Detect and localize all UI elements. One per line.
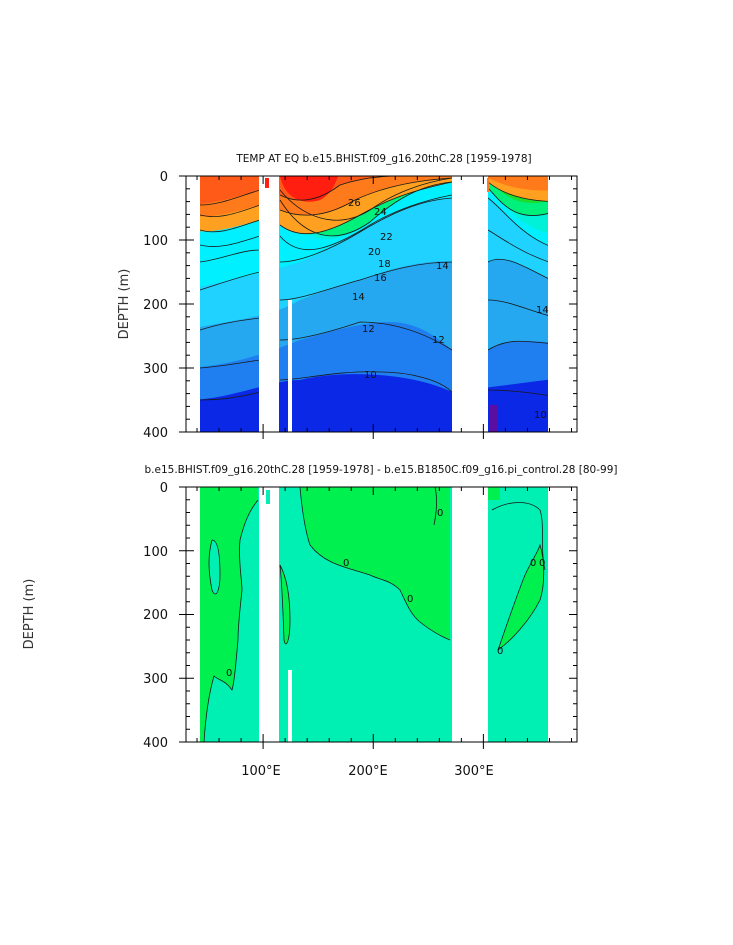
temp-contour-line bbox=[279, 194, 453, 251]
bottom-panel-title: b.e15.BHIST.f09_g16.20thC.28 [1959-1978]… bbox=[145, 464, 618, 476]
temp-contour-line bbox=[199, 249, 261, 263]
positive-region bbox=[280, 487, 450, 640]
contour-label: 0 bbox=[539, 558, 545, 569]
temp-contour-line bbox=[279, 321, 453, 351]
temp-contour-line bbox=[279, 181, 453, 237]
temp-contour-labels: 26 24 22 20 18 16 14 14 14 12 12 10 10 bbox=[348, 198, 549, 421]
temp-contour-line bbox=[199, 391, 261, 401]
bottom-ytick-label: 200 bbox=[143, 608, 168, 623]
temperature-contour-field: 26 24 22 20 18 16 14 14 14 12 12 10 10 bbox=[186, 176, 577, 432]
zero-contour-line bbox=[279, 564, 291, 645]
top-ytick-label: 200 bbox=[143, 298, 168, 313]
contour-label: 22 bbox=[380, 232, 393, 243]
negative-region bbox=[209, 540, 220, 595]
contour-label: 14 bbox=[352, 292, 365, 303]
top-ytick-label: 300 bbox=[143, 362, 168, 377]
bottom-land-gap-1 bbox=[259, 487, 279, 742]
temp-contour-line bbox=[199, 359, 261, 369]
top-panel-title: TEMP AT EQ b.e15.BHIST.f09_g16.20thC.28 … bbox=[235, 153, 531, 165]
contour-label: 12 bbox=[432, 335, 445, 346]
temp-contour-line bbox=[279, 371, 453, 393]
temp-contour-line bbox=[199, 189, 261, 206]
xtick-label: 200°E bbox=[348, 764, 388, 779]
diff-contour-labels: 0 0 0 0 0 0 0 bbox=[226, 508, 545, 679]
bottom-ytick-label: 0 bbox=[160, 481, 168, 496]
temp-contour-line bbox=[279, 176, 401, 201]
zero-contour-line bbox=[433, 487, 437, 526]
contour-label: 26 bbox=[348, 198, 361, 209]
difference-contour-field: 0 0 0 0 0 0 0 bbox=[186, 487, 577, 742]
contour-label: 14 bbox=[436, 261, 449, 272]
bottom-ylabel: DEPTH (m) bbox=[22, 579, 37, 650]
top-purple-fragment bbox=[490, 405, 498, 432]
temp-contour-line bbox=[199, 204, 261, 217]
temperature-panel: TEMP AT EQ b.e15.BHIST.f09_g16.20thC.28 … bbox=[117, 153, 578, 441]
zero-contour-line bbox=[299, 487, 451, 641]
top-ylabel: DEPTH (m) bbox=[117, 269, 132, 340]
temp-contour-line bbox=[199, 271, 261, 291]
bottom-ytick-label: 300 bbox=[143, 672, 168, 687]
contour-label: 18 bbox=[378, 259, 391, 270]
contour-label: 14 bbox=[536, 305, 549, 316]
contour-label: 0 bbox=[343, 558, 349, 569]
bottom-land-gap-3 bbox=[452, 487, 488, 742]
contour-label: 0 bbox=[437, 508, 443, 519]
contour-label: 24 bbox=[374, 207, 387, 218]
bottom-land-gap-2 bbox=[288, 670, 292, 742]
contour-label: 0 bbox=[407, 594, 413, 605]
zero-contour-line bbox=[497, 543, 545, 651]
temp-contour-line bbox=[279, 177, 453, 221]
top-ytick-label: 0 bbox=[160, 170, 168, 185]
top-axis-ticks bbox=[179, 175, 577, 439]
top-land-mask bbox=[186, 176, 577, 432]
contour-label: 10 bbox=[364, 370, 377, 381]
xtick-label: 300°E bbox=[454, 764, 494, 779]
temp-contour-line bbox=[279, 177, 453, 216]
top-orange-fragment bbox=[487, 178, 489, 192]
top-land-gap-1 bbox=[259, 176, 279, 432]
temp-contour-line bbox=[279, 197, 453, 263]
xtick-label: 100°E bbox=[241, 764, 281, 779]
positive-region bbox=[280, 565, 290, 644]
contour-label: 0 bbox=[226, 668, 232, 679]
temp-contour-line bbox=[199, 317, 261, 331]
bottom-fragment bbox=[266, 490, 270, 504]
zero-contour-line bbox=[491, 502, 546, 571]
temp-contour-line bbox=[279, 261, 453, 301]
top-ytick-label: 100 bbox=[143, 234, 168, 249]
contour-label: 0 bbox=[497, 646, 503, 657]
top-land-gap-2 bbox=[288, 300, 292, 432]
bottom-ytick-label: 100 bbox=[143, 545, 168, 560]
contour-label: 12 bbox=[362, 324, 375, 335]
bottom-ytick-label: 400 bbox=[143, 736, 168, 751]
temp-contour-line bbox=[199, 219, 261, 233]
contour-label: 20 bbox=[368, 247, 381, 258]
contour-label: 10 bbox=[534, 410, 547, 421]
positive-region bbox=[488, 487, 500, 500]
bottom-axis-ticks bbox=[179, 486, 577, 749]
top-red-fragment bbox=[265, 178, 269, 188]
contour-label: 16 bbox=[374, 273, 387, 284]
zero-contour-line bbox=[203, 499, 259, 742]
zero-contour-line bbox=[208, 539, 221, 595]
top-ytick-label: 400 bbox=[143, 426, 168, 441]
difference-panel: b.e15.BHIST.f09_g16.20thC.28 [1959-1978]… bbox=[22, 464, 617, 779]
positive-region bbox=[498, 545, 544, 650]
temp-contour-line bbox=[199, 235, 261, 247]
temp-contour-lines bbox=[199, 176, 577, 401]
contour-label: 0 bbox=[530, 558, 536, 569]
top-land-gap-3 bbox=[452, 176, 488, 432]
zero-contour-lines bbox=[203, 487, 546, 742]
